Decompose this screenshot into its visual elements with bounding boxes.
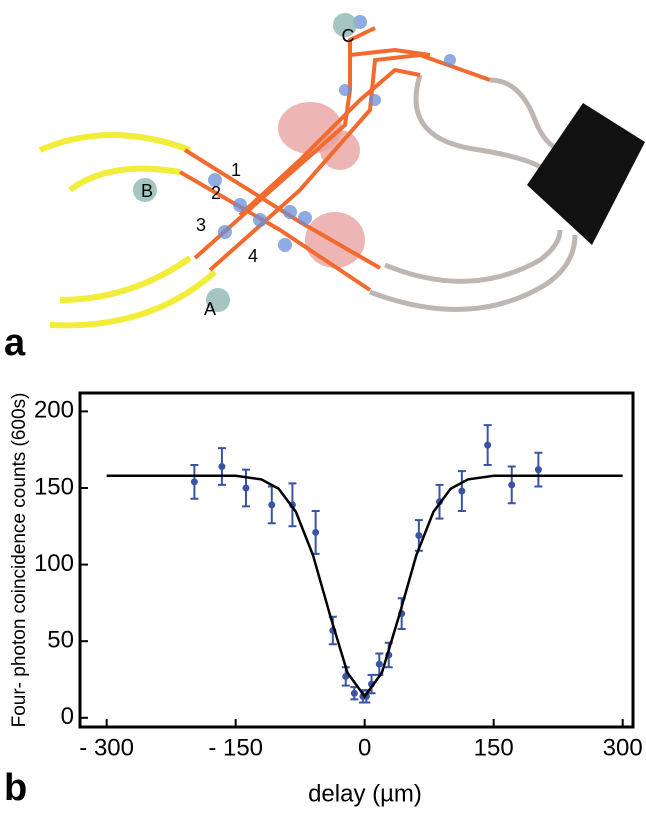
fit-line — [106, 474, 623, 699]
x-tick-label: - 300 — [79, 734, 134, 761]
couplers — [208, 15, 456, 252]
plot-frame — [78, 391, 635, 729]
data-point — [508, 481, 516, 489]
data-point — [190, 478, 198, 486]
marker-label: B — [141, 181, 153, 201]
marker-label: 3 — [196, 215, 206, 235]
x-axis-label: delay (µm) — [308, 780, 422, 807]
x-tick-label: 300 — [603, 734, 643, 761]
x-tick-label: - 150 — [208, 734, 263, 761]
fiber — [68, 165, 181, 193]
y-axis-label: Four- photon coincidence counts (600s) — [9, 393, 30, 728]
fiber-end — [133, 178, 157, 202]
fiber — [413, 74, 553, 177]
data-point — [534, 466, 542, 474]
x-tick-label: 150 — [474, 734, 514, 761]
panel-label: b — [4, 767, 27, 809]
marker-label: C — [342, 26, 355, 46]
y-tick-label: 150 — [34, 473, 74, 500]
fiber-end — [333, 13, 357, 37]
data-point — [415, 531, 423, 539]
marker-label: 1 — [231, 160, 241, 180]
y-tick-label: 0 — [61, 703, 74, 730]
data-point — [350, 689, 358, 697]
data-point — [458, 487, 466, 495]
y-tick-label: 100 — [34, 550, 74, 577]
data-point — [268, 501, 276, 509]
data-point — [484, 441, 492, 449]
x-tick-label: 0 — [358, 734, 371, 761]
detector-box — [527, 103, 645, 245]
y-tick-label: 50 — [47, 627, 74, 654]
fiber — [38, 132, 192, 153]
data-point — [218, 463, 226, 471]
marker-label: 4 — [248, 246, 258, 266]
fiber — [49, 269, 217, 329]
data-point — [242, 484, 250, 492]
marker-label: 2 — [211, 183, 221, 203]
fiber-end — [206, 288, 230, 312]
fiber — [59, 255, 192, 303]
fiber — [489, 77, 561, 153]
marker-label: A — [204, 299, 216, 319]
fiber — [384, 229, 563, 284]
data-point — [312, 528, 320, 536]
y-tick-label: 200 — [34, 397, 74, 424]
data-point — [375, 660, 383, 668]
chip-schematic — [38, 13, 645, 329]
waveguides — [178, 26, 491, 292]
panel-label: a — [4, 322, 26, 364]
fiber — [369, 234, 578, 312]
